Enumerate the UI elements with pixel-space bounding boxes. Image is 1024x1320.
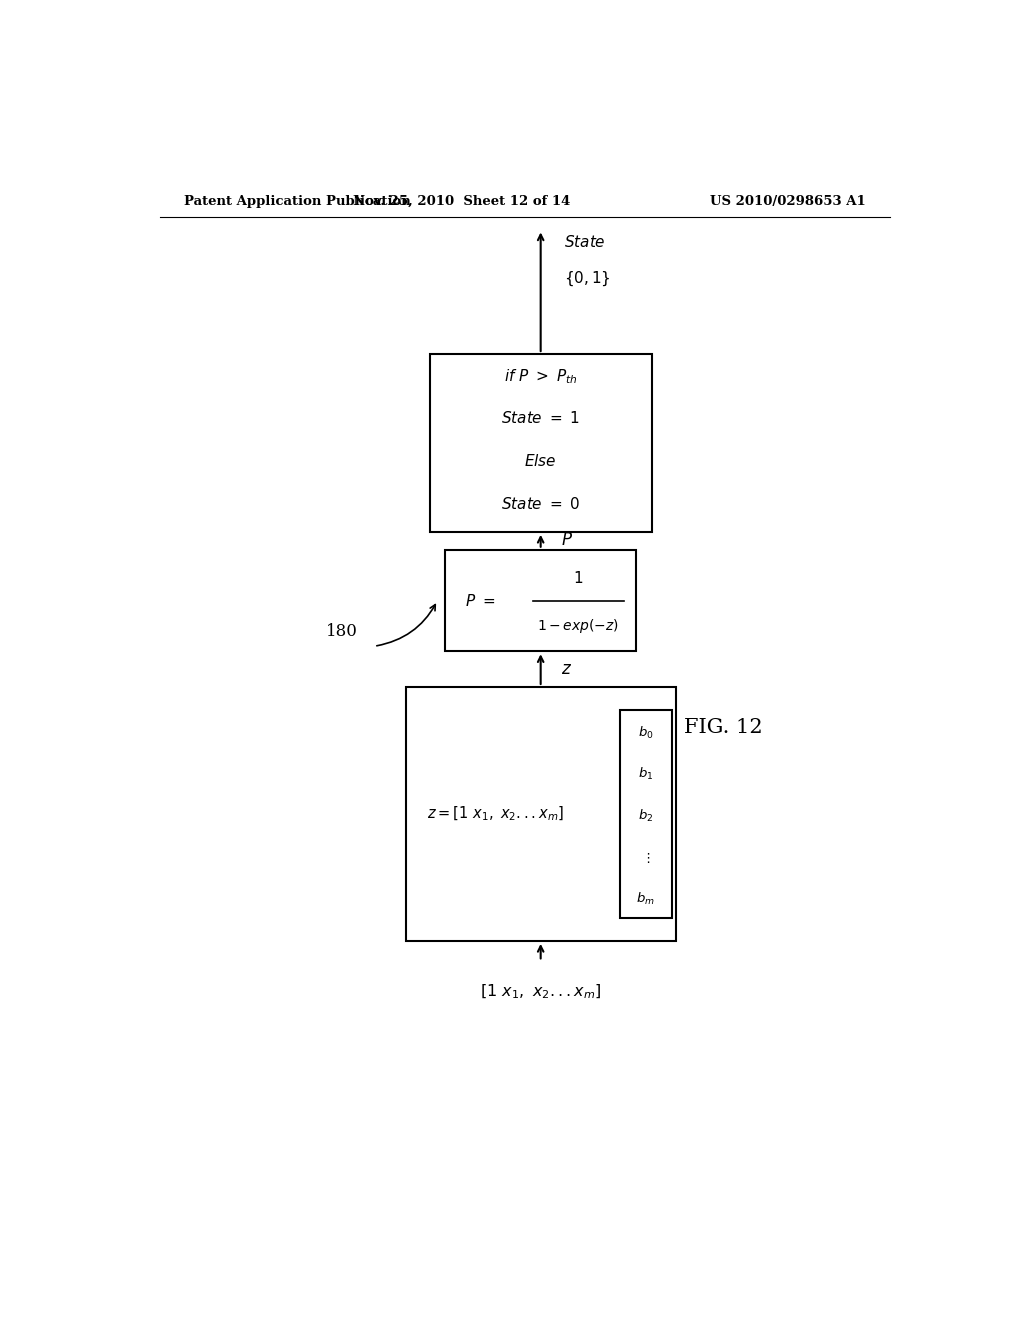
Bar	[620, 710, 672, 919]
Text: $z = [1\ x_1,\ x_2...x_m]$: $z = [1\ x_1,\ x_2...x_m]$	[427, 805, 563, 824]
Text: 180: 180	[327, 623, 358, 639]
Text: $Else$: $Else$	[524, 453, 557, 470]
Text: $1-exp(-z)$: $1-exp(-z)$	[538, 616, 620, 635]
Text: $1$: $1$	[573, 570, 584, 586]
Text: Patent Application Publication: Patent Application Publication	[183, 194, 411, 207]
Text: $b_0$: $b_0$	[638, 725, 653, 741]
Text: $b_1$: $b_1$	[638, 767, 653, 783]
Text: FIG. 12: FIG. 12	[684, 718, 763, 737]
Text: $z$: $z$	[560, 660, 571, 677]
Text: $P\ =$: $P\ =$	[465, 593, 496, 609]
Text: $[1\ x_1,\ x_2...x_m]$: $[1\ x_1,\ x_2...x_m]$	[480, 982, 601, 1001]
Text: $State\ =\ 0$: $State\ =\ 0$	[501, 496, 581, 512]
Text: $b_m$: $b_m$	[637, 891, 655, 907]
Text: $P$: $P$	[560, 532, 572, 549]
Text: $\vdots$: $\vdots$	[641, 850, 650, 865]
Text: $State$: $State$	[564, 234, 606, 249]
Text: $if\ P\ >\ P_{th}$: $if\ P\ >\ P_{th}$	[504, 367, 578, 387]
Text: $b_2$: $b_2$	[638, 808, 653, 824]
Text: $State\ =\ 1$: $State\ =\ 1$	[501, 409, 581, 425]
Text: US 2010/0298653 A1: US 2010/0298653 A1	[711, 194, 866, 207]
Bar	[445, 549, 636, 651]
Bar	[430, 354, 652, 532]
Bar	[406, 686, 676, 941]
Text: Nov. 25, 2010  Sheet 12 of 14: Nov. 25, 2010 Sheet 12 of 14	[352, 194, 570, 207]
Text: $\{0,1\}$: $\{0,1\}$	[564, 269, 611, 288]
